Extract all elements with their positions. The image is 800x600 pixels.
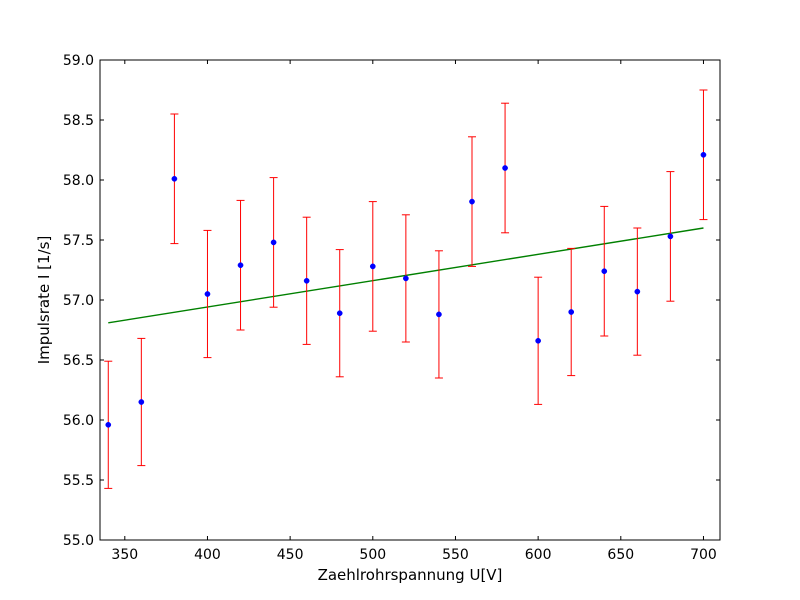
data-point bbox=[336, 310, 343, 317]
data-point bbox=[171, 175, 178, 182]
y-tick-label: 58.5 bbox=[63, 113, 94, 129]
y-axis-label: Impulsrate I [1/s] bbox=[35, 236, 53, 365]
data-point bbox=[469, 198, 475, 205]
x-tick-label: 550 bbox=[442, 547, 469, 563]
y-tick-label: 55.0 bbox=[63, 533, 94, 549]
data-point bbox=[667, 233, 674, 240]
x-tick-label: 450 bbox=[277, 547, 304, 563]
data-point bbox=[436, 311, 442, 318]
data-point bbox=[369, 263, 376, 270]
y-tick-label: 56.0 bbox=[63, 413, 94, 429]
y-tick-label: 57.5 bbox=[63, 233, 94, 249]
y-axis-ticks: 55.0 55.5 56.0 56.5 57.0 57.5 58.0 58.5 59.0 bbox=[63, 53, 720, 549]
x-tick-label: 500 bbox=[359, 547, 386, 563]
x-tick-label: 600 bbox=[525, 547, 552, 563]
data-point bbox=[535, 337, 541, 344]
x-tick-label: 700 bbox=[690, 547, 717, 563]
x-axis-ticks: 350 400 450 500 550 600 650 700 bbox=[111, 60, 717, 563]
y-tick-label: 57.0 bbox=[63, 293, 94, 309]
data-point-layer bbox=[105, 151, 707, 428]
y-tick-label: 55.5 bbox=[63, 473, 94, 489]
data-point bbox=[138, 399, 145, 405]
y-tick-label: 59.0 bbox=[63, 53, 94, 69]
data-point bbox=[303, 277, 310, 284]
data-point bbox=[237, 262, 244, 269]
x-axis-label: Zaehlrohrspannung U[V] bbox=[318, 566, 503, 584]
data-point bbox=[204, 291, 211, 297]
x-tick-label: 400 bbox=[194, 547, 221, 563]
y-tick-label: 58.0 bbox=[63, 173, 94, 189]
data-point bbox=[502, 165, 508, 171]
data-point bbox=[634, 288, 641, 295]
data-point bbox=[700, 151, 707, 158]
x-tick-label: 350 bbox=[111, 547, 138, 563]
data-point bbox=[403, 275, 409, 282]
y-tick-label: 56.5 bbox=[63, 353, 94, 369]
data-point bbox=[270, 239, 277, 246]
plot-area bbox=[104, 89, 708, 489]
data-point bbox=[568, 309, 575, 315]
data-point bbox=[601, 268, 608, 275]
data-point bbox=[105, 421, 112, 428]
x-tick-label: 650 bbox=[607, 547, 634, 563]
